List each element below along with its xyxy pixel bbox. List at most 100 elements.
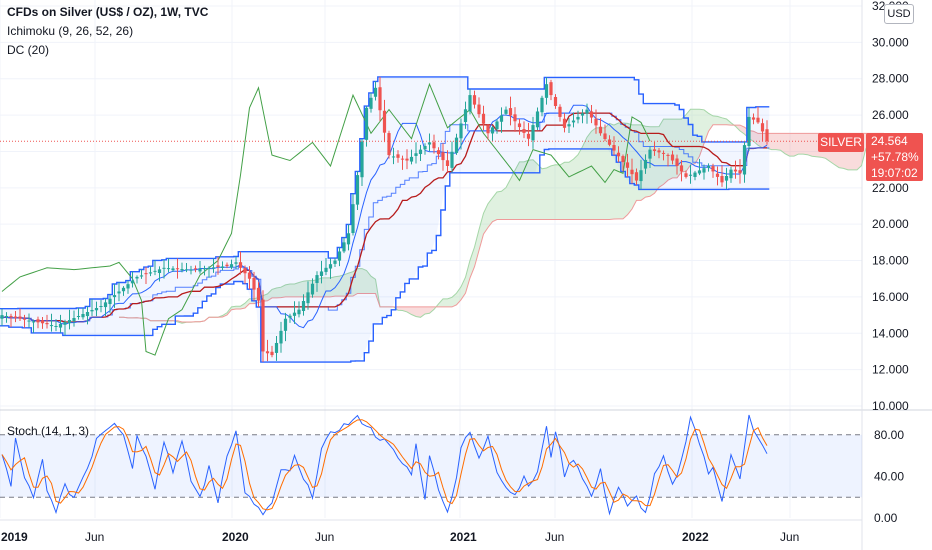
candle-body xyxy=(49,325,54,327)
candle-body xyxy=(387,133,391,156)
candle-body xyxy=(679,165,684,172)
cloud-segment xyxy=(524,160,529,220)
ichimoku-lagging-span xyxy=(1,82,651,356)
ichimoku-kijun-line xyxy=(2,112,767,323)
candle-body xyxy=(504,109,508,114)
cloud-segment xyxy=(776,133,781,151)
candle-body xyxy=(603,133,607,140)
candle-body xyxy=(13,316,18,318)
time-axis[interactable]: 2019 Jun 2020 Jun 2021 Jun 2022 Jun xyxy=(1,530,799,544)
candle-body xyxy=(675,158,679,166)
candle-body xyxy=(652,149,657,151)
cloud-segment xyxy=(555,164,560,220)
cloud-segment xyxy=(492,192,497,222)
candle-body xyxy=(369,97,373,109)
price-tick-label: 18.000 xyxy=(872,254,909,268)
candle-body xyxy=(711,166,715,172)
candle-body xyxy=(22,318,27,320)
candle-body xyxy=(9,315,13,317)
legend-symbol[interactable]: CFDs on Silver (US$ / OZ), 1W, TVC xyxy=(7,5,208,19)
legend-ichimoku[interactable]: Ichimoku (9, 26, 52, 26) xyxy=(7,24,134,38)
cloud-segment xyxy=(330,276,335,297)
candle-body xyxy=(63,322,67,325)
price-axis[interactable]: 10.000 12.000 14.000 16.000 18.000 20.000 22.0… xyxy=(872,0,909,525)
candle-body xyxy=(729,169,733,179)
price-tick-label: 30.000 xyxy=(872,35,909,49)
legend-stochastic[interactable]: Stoch (14, 1, 3) xyxy=(7,424,90,438)
legend-donchian[interactable]: DC (20) xyxy=(7,43,50,57)
candle-body xyxy=(499,115,504,122)
cloud-segment xyxy=(407,306,412,315)
cloud-segment xyxy=(245,298,250,308)
candle-body xyxy=(94,308,99,311)
candle-body xyxy=(31,321,36,323)
candle-body xyxy=(612,145,616,151)
cloud-segment xyxy=(272,288,277,298)
candle-body xyxy=(171,268,175,271)
candlestick-series xyxy=(0,76,769,363)
candle-body xyxy=(531,125,535,141)
cloud-segment xyxy=(798,133,803,155)
cloud-segment xyxy=(443,298,448,307)
currency-button[interactable]: USD xyxy=(884,4,914,24)
candle-body xyxy=(625,162,630,168)
cloud-segment xyxy=(501,187,506,220)
candle-body xyxy=(279,330,283,344)
candle-body xyxy=(454,137,459,153)
cloud-segment xyxy=(758,133,763,148)
cloud-segment xyxy=(564,162,569,220)
candle-body xyxy=(391,156,396,158)
candle-body xyxy=(666,154,670,156)
stoch-band-fill xyxy=(0,434,862,498)
candle-body xyxy=(72,318,76,322)
cloud-segment xyxy=(465,260,470,294)
cloud-segment xyxy=(488,197,493,228)
candle-body xyxy=(765,129,769,142)
cloud-segment xyxy=(812,133,817,157)
cloud-segment xyxy=(717,116,722,125)
candle-body xyxy=(418,149,423,155)
price-tick-label: 28.000 xyxy=(872,72,909,86)
cloud-segment xyxy=(654,126,659,194)
candle-body xyxy=(643,159,648,169)
candle-body xyxy=(513,114,517,122)
candle-body xyxy=(720,176,724,183)
cloud-segment xyxy=(794,133,799,157)
price-tick-label: 22.000 xyxy=(872,181,909,195)
candle-body xyxy=(639,170,643,182)
cloud-segment xyxy=(587,131,592,220)
candle-body xyxy=(706,166,711,168)
candle-body xyxy=(756,117,760,123)
candle-body xyxy=(157,269,162,274)
cloud-segment xyxy=(281,284,286,298)
cloud-segment xyxy=(519,161,524,220)
cloud-segment xyxy=(771,133,776,150)
cloud-segment xyxy=(285,284,290,297)
candle-body xyxy=(378,87,382,111)
candle-body xyxy=(580,113,585,116)
candle-body xyxy=(315,275,319,284)
candle-body xyxy=(175,268,180,270)
candle-body xyxy=(481,113,486,124)
cloud-segment xyxy=(474,229,479,267)
candle-body xyxy=(549,82,553,96)
time-tick-label: 2022 xyxy=(682,530,709,544)
cloud-segment xyxy=(456,286,461,305)
candle-body xyxy=(553,96,558,106)
cloud-segment xyxy=(605,123,610,220)
candle-body xyxy=(162,267,166,269)
candle-body xyxy=(252,277,256,290)
candle-body xyxy=(274,342,279,353)
cloud-segment xyxy=(438,298,443,307)
cloud-segment xyxy=(591,127,596,220)
candle-body xyxy=(207,267,211,269)
candle-body xyxy=(702,168,706,173)
cloud-segment xyxy=(632,124,637,210)
price-tick-label: 20.000 xyxy=(872,217,909,231)
cloud-segment xyxy=(569,159,574,220)
candle-body xyxy=(576,116,580,120)
candle-body xyxy=(508,108,513,116)
symbol-title: CFDs on Silver (US$ / OZ), 1W, TVC xyxy=(7,5,209,19)
stoch-d-line xyxy=(1,419,768,511)
cloud-segment xyxy=(528,159,533,220)
